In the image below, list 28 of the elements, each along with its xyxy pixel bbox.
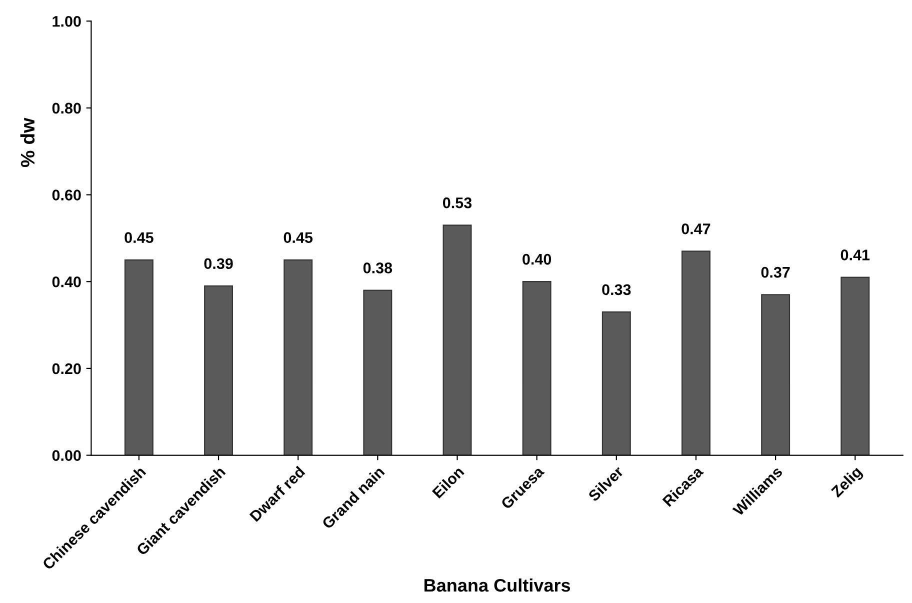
data-label: 0.53 <box>442 197 472 208</box>
bar <box>682 250 710 456</box>
data-label: 0.47 <box>682 223 710 234</box>
y-tick-label: 0.60 <box>52 190 81 200</box>
data-label: 0.33 <box>602 284 631 296</box>
bar <box>522 281 552 456</box>
bar <box>363 290 392 456</box>
bar <box>602 311 631 456</box>
bar <box>761 294 790 456</box>
y-axis-title: % dw <box>20 118 35 168</box>
data-label: 0.45 <box>124 232 154 243</box>
bar <box>442 224 472 456</box>
data-label: 0.39 <box>204 258 233 270</box>
x-axis-title: Banana Cultivars <box>424 578 570 592</box>
data-label: 0.37 <box>761 266 790 278</box>
y-tick-label: 0.00 <box>52 450 81 461</box>
bar <box>840 276 870 456</box>
bar <box>284 259 313 456</box>
bar <box>204 285 234 456</box>
y-tick-label: 0.20 <box>52 363 81 374</box>
data-label: 0.40 <box>522 254 552 265</box>
data-label: 0.41 <box>840 250 870 260</box>
y-tick-label: 0.80 <box>52 102 81 114</box>
y-tick-label: 1.00 <box>52 16 81 27</box>
y-tick-label: 0.40 <box>52 276 81 288</box>
data-label: 0.38 <box>363 262 392 274</box>
bar <box>124 259 154 456</box>
data-label: 0.45 <box>284 232 313 243</box>
